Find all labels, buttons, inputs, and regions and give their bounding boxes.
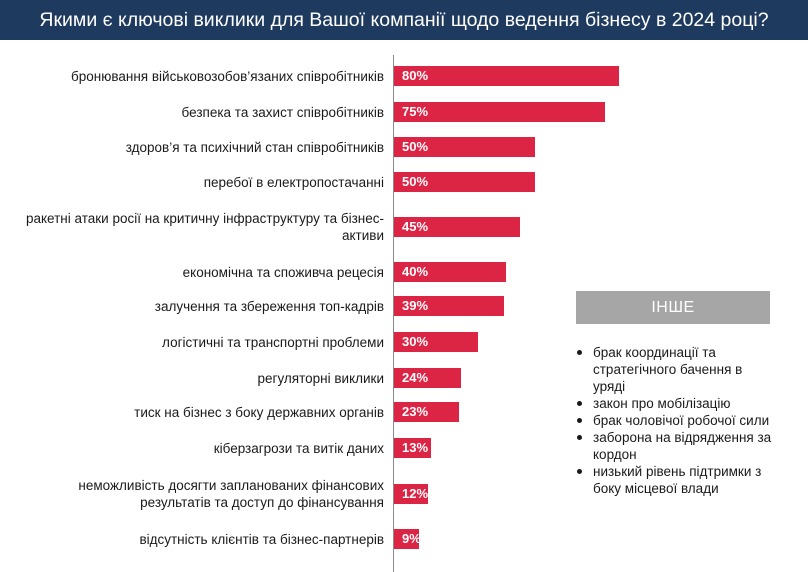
bullet-icon [577, 435, 582, 440]
bar [394, 262, 506, 282]
category-label: залучення та збереження топ-кадрів [154, 298, 384, 314]
category-label: тиск на бізнес з боку державних органів [134, 404, 384, 420]
bar-value-label: 24% [402, 370, 429, 385]
bar-value-label: 80% [402, 68, 429, 83]
bar-value-label: 30% [402, 334, 429, 349]
category-axis-line [393, 55, 394, 572]
category-label: здоров’я та психічний стан співробітникі… [125, 139, 384, 155]
bar [394, 402, 459, 422]
other-item: заборона на відрядження за кордон [576, 429, 776, 463]
bar-value-label: 50% [402, 174, 429, 189]
bar [394, 102, 605, 122]
chart-title: Якими є ключові виклики для Вашої компан… [0, 0, 808, 40]
bar [394, 217, 520, 237]
bar [394, 296, 504, 316]
other-item-text: закон про мобілізацію [593, 396, 731, 411]
bullet-icon [577, 418, 582, 423]
bar-value-label: 50% [402, 139, 429, 154]
bar-value-label: 45% [402, 219, 429, 234]
other-item: низький рівень підтримки з боку місцевої… [576, 463, 776, 497]
other-header: ІНШЕ [576, 291, 770, 324]
category-label: відсутність клієнтів та бізнес-партнерів [139, 531, 384, 547]
bar-value-label: 13% [402, 440, 429, 455]
category-label: регуляторні виклики [257, 370, 384, 386]
category-label: безпека та захист співробітників [181, 104, 384, 120]
category-label: кібер­загрози та витік даних [213, 440, 384, 456]
bullet-icon [577, 469, 582, 474]
category-label: економічна та споживча рецесія [182, 264, 384, 280]
category-label: неможливість досягти запланованих фінанс… [78, 478, 384, 510]
bullet-icon [577, 350, 582, 355]
other-item-text: заборона на відрядження за кордон [593, 430, 772, 462]
bar-value-label: 75% [402, 104, 429, 119]
bar [394, 438, 431, 458]
bar [394, 172, 535, 192]
other-item: закон про мобілізацію [576, 395, 776, 412]
category-label: перебої в електропостачанні [203, 174, 384, 190]
other-list: брак координації та стратегічного баченн… [576, 344, 776, 497]
bar-value-label: 39% [402, 298, 429, 313]
other-item: брак чоловічої робочої сили [576, 412, 776, 429]
other-item-text: брак координації та стратегічного баченн… [593, 345, 743, 394]
bar [394, 484, 428, 504]
category-label: бронювання військовозобов’язаних співроб… [71, 68, 384, 84]
category-label: логістичні та транспортні проблеми [162, 334, 384, 350]
other-item-text: низький рівень підтримки з боку місцевої… [593, 464, 762, 496]
category-label: ракетні атаки росії на критичну інфрастр… [25, 211, 384, 243]
bullet-icon [577, 401, 582, 406]
bar [394, 332, 478, 352]
bar-value-label: 9% [402, 531, 421, 546]
bar [394, 529, 419, 549]
bar [394, 137, 535, 157]
bar [394, 368, 461, 388]
other-item: брак координації та стратегічного баченн… [576, 344, 776, 395]
other-item-text: брак чоловічої робочої сили [593, 413, 770, 428]
bar [394, 66, 619, 86]
bar-value-label: 40% [402, 264, 429, 279]
bar-value-label: 23% [402, 404, 429, 419]
bar-value-label: 12% [402, 486, 429, 501]
